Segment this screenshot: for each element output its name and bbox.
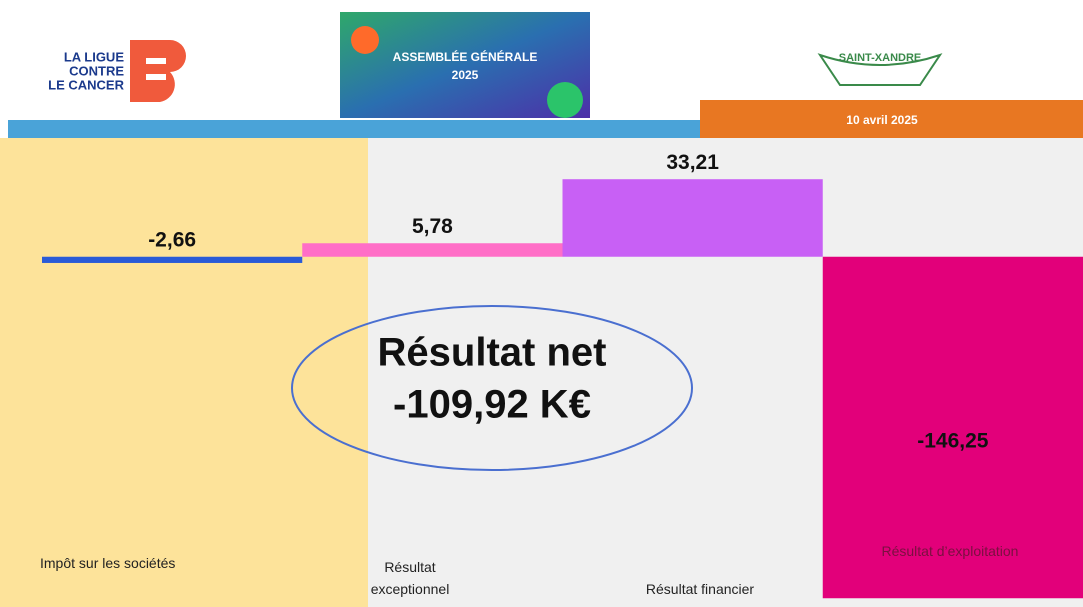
logo-right: SAINT-XANDRE (839, 52, 922, 64)
date: 10 avril 2025 (846, 113, 918, 127)
bar (822, 256, 1083, 599)
date-box (700, 100, 1083, 138)
logo-shape (146, 74, 166, 80)
data-label: 33,21 (666, 151, 719, 174)
banner-text: ASSEMBLÉE GÉNÉRALE (393, 49, 538, 64)
category-label: Impôt sur les sociétés (40, 555, 176, 571)
bar (302, 243, 563, 257)
annotation: Résultat net (378, 331, 607, 375)
logo-text: LE CANCER (48, 77, 124, 92)
category-label: Résultat exceptionnel (370, 559, 450, 597)
logo-text: LA LIGUE (64, 49, 125, 64)
logo-right-shape (817, 53, 943, 86)
bar (562, 179, 823, 257)
data-label: -2,66 (148, 228, 196, 251)
logo-shape (146, 58, 166, 64)
data-label: -146,25 (917, 429, 989, 452)
logo-text: CONTRE (69, 63, 124, 78)
banner-text: 2025 (452, 68, 479, 82)
logo-shape (130, 40, 186, 102)
category-label: Résultat d’exploitation (881, 543, 1019, 559)
panel (0, 138, 368, 607)
banner-deco (351, 26, 379, 54)
header-strip (8, 120, 700, 138)
bar (42, 256, 303, 263)
annotation: -109,92 K€ (393, 383, 591, 427)
category-label: Résultat financier (645, 581, 755, 597)
banner-deco (547, 82, 583, 118)
annotation-ellipse (291, 305, 693, 471)
logo-left: LA LIGUE CONTRE LE CANCER (48, 40, 186, 102)
data-label: 5,78 (412, 215, 453, 238)
